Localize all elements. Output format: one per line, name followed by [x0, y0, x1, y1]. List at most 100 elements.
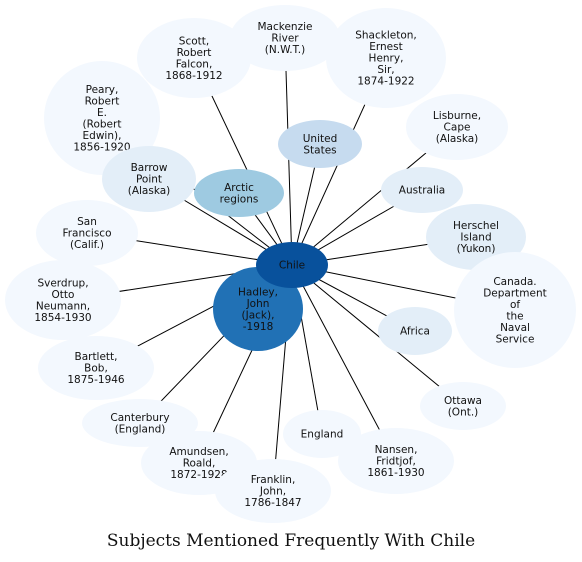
node-barrow-point-label-line: (Alaska): [128, 185, 171, 197]
node-australia[interactable]: Australia: [381, 167, 463, 213]
node-canada-naval-service[interactable]: Canada. Department of the Naval Service: [454, 252, 576, 368]
node-san-francisco-label: San Francisco (Calif.): [62, 216, 111, 251]
node-franklin-john-label-line: Franklin,: [251, 474, 296, 486]
node-sverdrup-otto-neumann-bubble: [5, 260, 121, 340]
node-peary-robert-e-label: Peary, Robert E. (Robert Edwin), 1856-1920: [73, 84, 130, 154]
node-peary-robert-e[interactable]: Peary, Robert E. (Robert Edwin), 1856-1920: [44, 61, 160, 175]
node-chile-label: Chile: [279, 260, 305, 272]
node-nansen-fridtjof[interactable]: Nansen, Fridtjof, 1861-1930: [338, 428, 454, 494]
node-herschel-island-bubble: [426, 204, 526, 270]
node-hadley-john-jack-label-line: John: [246, 298, 270, 310]
node-herschel-island[interactable]: Herschel Island (Yukon): [426, 204, 526, 270]
node-lisburne-cape[interactable]: Lisburne, Cape (Alaska): [406, 94, 508, 160]
node-sverdrup-otto-neumann-label-line: 1854-1930: [34, 312, 91, 324]
edge-chile-ottawa-ont: [291, 264, 464, 407]
node-hadley-john-jack-label-line: -1918: [243, 321, 274, 333]
node-canada-naval-service-bubble: [454, 252, 576, 368]
node-scott-robert-falcon[interactable]: Scott, Robert Falcon, 1868-1912: [137, 18, 251, 98]
node-peary-robert-e-label-line: Peary,: [86, 84, 119, 96]
node-san-francisco-label-line: Francisco: [62, 228, 111, 240]
node-scott-robert-falcon-bubble: [137, 18, 251, 98]
node-scott-robert-falcon-label-line: 1868-1912: [165, 70, 222, 82]
node-bartlett-bob-label-line: Bartlett,: [74, 351, 117, 363]
node-franklin-john[interactable]: Franklin, John, 1786-1847: [215, 459, 331, 523]
node-africa[interactable]: Africa: [378, 307, 452, 355]
node-united-states[interactable]: United States: [278, 120, 362, 168]
node-barrow-point-label-line: Point: [136, 174, 162, 186]
node-peary-robert-e-label-line: (Robert: [83, 118, 122, 130]
node-canterbury-england-label-line: (England): [115, 423, 166, 435]
node-nansen-fridtjof-bubble: [338, 428, 454, 494]
node-herschel-island-label-line: (Yukon): [457, 243, 496, 255]
node-lisburne-cape-bubble: [406, 94, 508, 160]
node-canada-naval-service-label-line: Department: [483, 287, 547, 299]
node-bartlett-bob[interactable]: Bartlett, Bob, 1875-1946: [38, 336, 154, 400]
node-chile-label-line: Chile: [279, 260, 305, 272]
node-herschel-island-label: Herschel Island (Yukon): [453, 220, 499, 255]
node-peary-robert-e-label-line: Robert: [85, 95, 120, 107]
node-amundsen-roald-label-line: 1872-1928: [170, 469, 227, 481]
node-peary-robert-e-label-line: E.: [97, 107, 107, 119]
node-ottawa-ont-label: Ottawa (Ont.): [444, 395, 482, 419]
node-peary-robert-e-bubble: [44, 61, 160, 175]
node-lisburne-cape-label-line: (Alaska): [436, 133, 479, 145]
node-franklin-john-label-line: 1786-1847: [244, 497, 301, 509]
node-africa-bubble: [378, 307, 452, 355]
node-chile[interactable]: Chile: [256, 242, 328, 288]
node-africa-label-line: Africa: [400, 326, 430, 338]
node-australia-label: Australia: [399, 185, 445, 197]
node-peary-robert-e-label-line: Edwin),: [83, 130, 122, 142]
node-mackenzie-river-label: Mackenzie River (N.W.T.): [258, 21, 313, 56]
node-scott-robert-falcon-label-line: Scott,: [179, 35, 209, 47]
node-ottawa-ont-label-line: Ottawa: [444, 395, 482, 407]
node-united-states-label-line: United: [303, 133, 338, 145]
node-hadley-john-jack-label-line: Hadley,: [238, 286, 278, 298]
node-united-states-label: United States: [303, 133, 338, 157]
node-ottawa-ont[interactable]: Ottawa (Ont.): [420, 382, 506, 430]
node-nansen-fridtjof-label-line: Fridtjof,: [376, 456, 416, 468]
node-hadley-john-jack[interactable]: Hadley, John (Jack), -1918: [213, 267, 303, 351]
node-franklin-john-bubble: [215, 459, 331, 523]
node-sverdrup-otto-neumann-label-line: Otto: [52, 289, 75, 301]
node-peary-robert-e-label-line: 1856-1920: [73, 141, 130, 153]
node-shackleton-ernest-henry-label: Shackleton, Ernest Henry, Sir, 1874-1922: [355, 30, 417, 88]
node-united-states-bubble: [278, 120, 362, 168]
node-herschel-island-label-line: Island: [460, 232, 491, 244]
node-canada-naval-service-label-line: of: [510, 299, 520, 311]
node-sverdrup-otto-neumann-label: Sverdrup, Otto Neumann, 1854-1930: [34, 277, 91, 324]
node-hadley-john-jack-label-line: (Jack),: [242, 309, 275, 321]
node-mackenzie-river-bubble: [230, 5, 340, 71]
node-amundsen-roald-label-line: Roald,: [183, 458, 216, 470]
node-arctic-regions[interactable]: Arctic regions: [194, 169, 284, 217]
node-chile-bubble: [256, 242, 328, 288]
node-mackenzie-river[interactable]: Mackenzie River (N.W.T.): [230, 5, 340, 71]
node-sverdrup-otto-neumann[interactable]: Sverdrup, Otto Neumann, 1854-1930: [5, 260, 121, 340]
node-lisburne-cape-label-line: Lisburne,: [433, 110, 481, 122]
node-barrow-point-label-line: Barrow: [131, 162, 168, 174]
node-amundsen-roald-label-line: Amundsen,: [169, 446, 228, 458]
node-canada-naval-service-label-line: Naval: [500, 322, 530, 334]
node-bartlett-bob-label: Bartlett, Bob, 1875-1946: [67, 351, 125, 386]
node-nansen-fridtjof-label-line: Nansen,: [375, 444, 418, 456]
node-ottawa-ont-label-line: (Ont.): [448, 406, 479, 418]
node-shackleton-ernest-henry[interactable]: Shackleton, Ernest Henry, Sir, 1874-1922: [326, 8, 446, 108]
node-san-francisco[interactable]: San Francisco (Calif.): [36, 200, 138, 266]
node-bartlett-bob-label-line: 1875-1946: [67, 374, 125, 386]
node-franklin-john-label: Franklin, John, 1786-1847: [244, 474, 301, 509]
node-nansen-fridtjof-label-line: 1861-1930: [367, 467, 424, 479]
edge-chile-nansen-fridtjof: [291, 264, 397, 462]
node-sverdrup-otto-neumann-label-line: Neumann,: [36, 300, 90, 312]
node-hadley-john-jack-bubble: [213, 267, 303, 351]
node-canterbury-england[interactable]: Canterbury (England): [82, 399, 198, 447]
node-africa-label: Africa: [400, 326, 430, 338]
node-scott-robert-falcon-label: Scott, Robert Falcon, 1868-1912: [165, 35, 222, 82]
node-scott-robert-falcon-label-line: Robert: [177, 47, 212, 59]
node-england-label: England: [301, 429, 344, 441]
node-san-francisco-bubble: [36, 200, 138, 266]
diagram-title: Subjects Mentioned Frequently With Chile: [107, 531, 475, 551]
node-england[interactable]: England: [283, 410, 361, 458]
node-barrow-point[interactable]: Barrow Point (Alaska): [102, 146, 196, 212]
node-hadley-john-jack-label: Hadley, John (Jack), -1918: [238, 286, 278, 333]
node-canterbury-england-bubble: [82, 399, 198, 447]
